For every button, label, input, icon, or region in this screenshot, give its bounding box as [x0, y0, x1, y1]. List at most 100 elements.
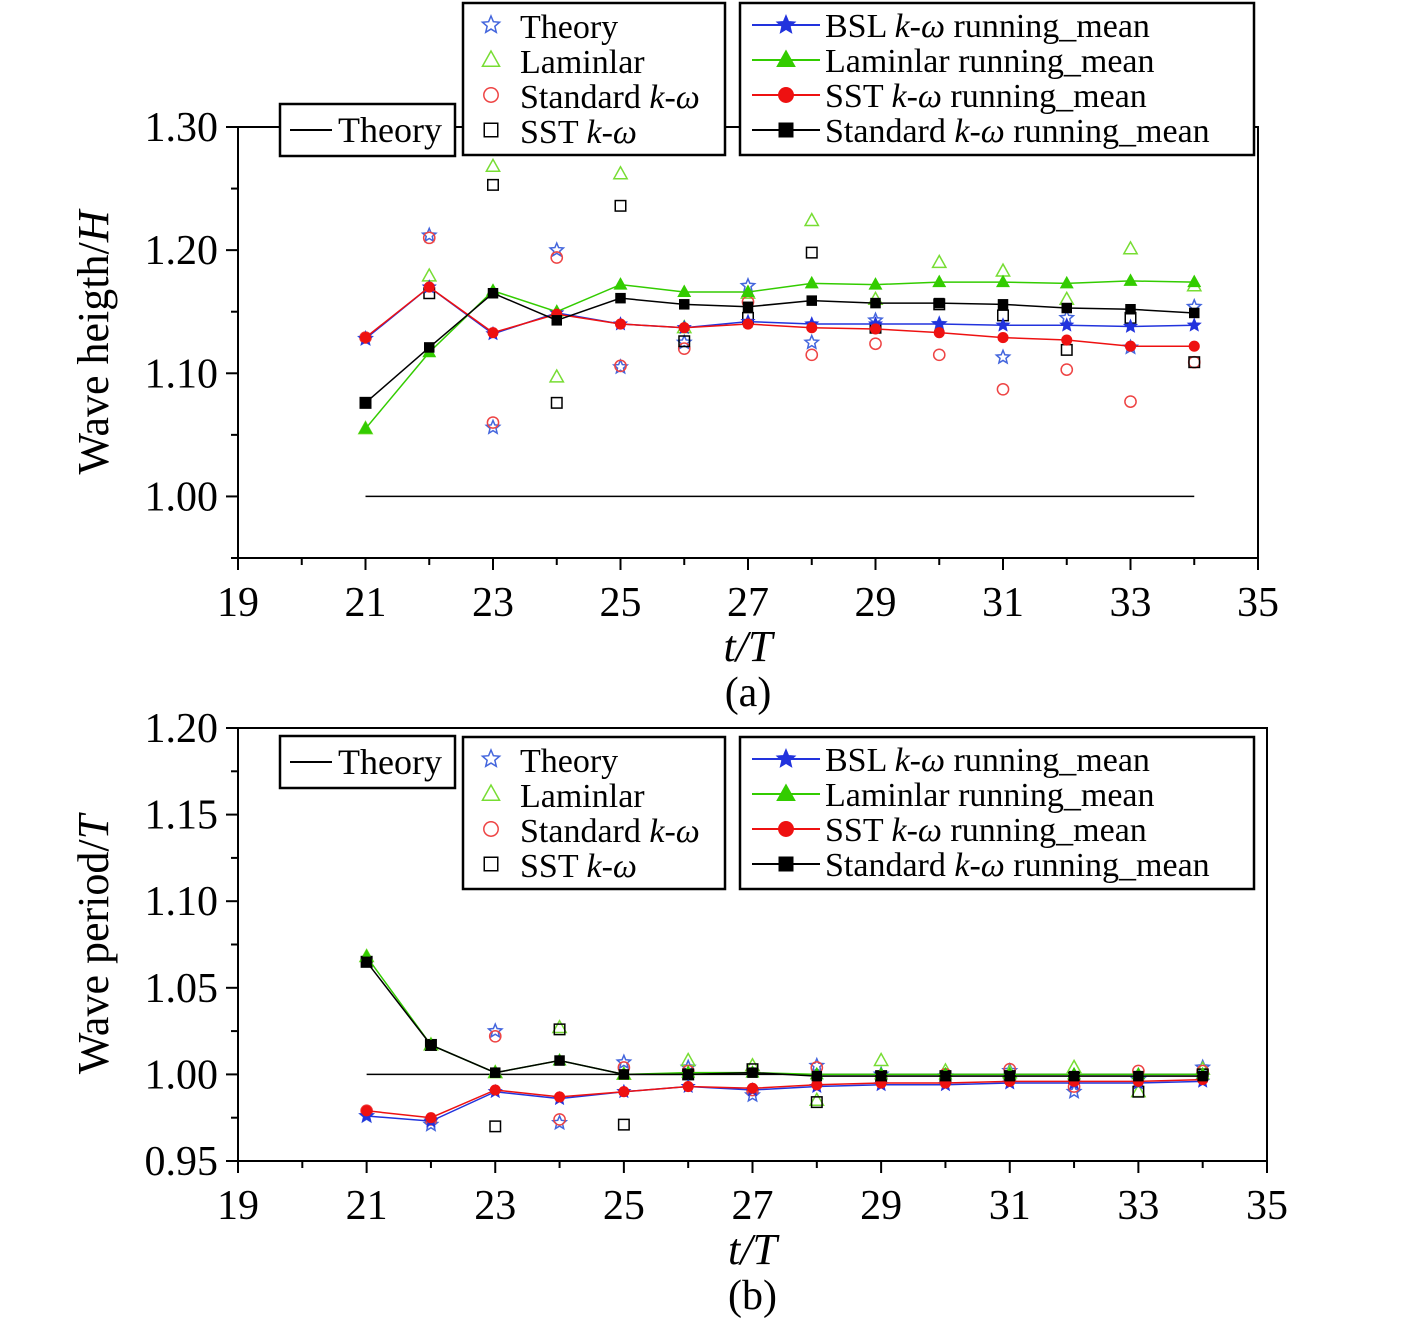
mean-point [359, 332, 372, 344]
mean-point [1004, 1070, 1015, 1082]
points-series-0 [358, 1022, 1212, 1132]
data-point [489, 1120, 502, 1133]
legend-label-post: running_mean [1005, 847, 1210, 884]
legend-label: Laminlar running_mean [825, 43, 1155, 80]
data-point [614, 199, 627, 212]
legend-marker [775, 748, 797, 768]
mean-point [424, 342, 435, 353]
mean-point [870, 297, 881, 309]
legend-marker [778, 856, 794, 872]
mean-point [361, 1105, 373, 1117]
mean-series-3 [360, 287, 1200, 409]
mean-point [747, 1067, 758, 1078]
mean-point [1061, 302, 1072, 314]
points-series-3 [359, 178, 1201, 409]
mean-point [811, 1070, 823, 1082]
x-tick-label: 33 [1117, 1183, 1159, 1229]
legend-label-pre: Standard [825, 847, 954, 884]
legend-label: Standard k-ω running_mean [825, 113, 1210, 150]
mean-point [875, 1070, 887, 1082]
mean-point [1061, 334, 1073, 346]
y-tick-label: 1.20 [145, 228, 219, 274]
mean-line [366, 1078, 1203, 1119]
data-point [617, 1118, 630, 1131]
legend-label: Standard k-ω [520, 79, 700, 116]
mean-point [931, 316, 947, 331]
mean-series-2 [361, 1074, 1209, 1124]
legend-marker [775, 14, 797, 34]
x-tick-label: 29 [855, 580, 897, 626]
mean-point [554, 1055, 565, 1066]
mean-point [682, 1080, 694, 1093]
mean-point [933, 327, 945, 339]
data-point [803, 333, 821, 350]
data-point [994, 348, 1012, 365]
mean-point [613, 277, 628, 290]
legend-label-post: running_mean [942, 812, 1147, 849]
data-point [553, 1023, 566, 1036]
mean-series-0 [357, 279, 1202, 346]
legend-label-italic: k-ω [891, 78, 941, 115]
mean-point [618, 1069, 630, 1080]
mean-point [551, 315, 562, 326]
legend-label-pre: SST [825, 78, 891, 115]
y-axis-title-symbol: H [69, 208, 118, 243]
mean-point [361, 956, 372, 968]
legend-frame [461, 735, 727, 891]
mean-point [423, 281, 435, 293]
data-point [873, 1052, 890, 1067]
mean-point [806, 322, 818, 334]
x-tick-label: 25 [600, 580, 642, 626]
mean-point [811, 1079, 823, 1091]
data-point [485, 157, 501, 173]
mean-point [682, 1069, 694, 1080]
legend-label-text: Theory [520, 9, 618, 46]
data-point [420, 226, 438, 243]
mean-point [1059, 317, 1075, 332]
legend-marker [480, 748, 502, 768]
data-point [615, 1053, 633, 1070]
data-point [487, 178, 499, 191]
mean-point [1133, 1070, 1144, 1082]
mean-point [997, 332, 1009, 344]
legend-label-text: SST [520, 848, 586, 885]
mean-series-3 [361, 956, 1208, 1082]
mean-point [614, 318, 627, 330]
mean-line [365, 286, 1195, 347]
legend-label-text: Theory [520, 743, 618, 780]
panel-caption: (b) [728, 1273, 777, 1319]
mean-point [934, 297, 945, 309]
mean-point [489, 1084, 501, 1096]
data-point [550, 251, 564, 264]
legend-label-pre: Standard [825, 113, 954, 150]
y-tick-label: 1.00 [145, 474, 219, 520]
mean-point [804, 275, 819, 289]
data-point [551, 1019, 568, 1034]
legend-label: Laminlar [520, 778, 645, 815]
legend-label-post: running_mean [945, 8, 1150, 45]
x-tick-label: 27 [732, 1183, 774, 1229]
mean-point [490, 1067, 501, 1078]
mean-line [365, 286, 1195, 340]
legend-label: Theory [520, 743, 618, 780]
x-axis-title: t/T [728, 1225, 780, 1274]
legend-label: Theory [338, 110, 442, 150]
mean-point [997, 299, 1009, 310]
x-tick-label: 25 [603, 1183, 645, 1229]
mean-point [742, 301, 754, 313]
data-point [869, 337, 882, 351]
legend-label: SST k-ω [520, 114, 637, 151]
data-point [931, 253, 948, 269]
mean-point [741, 284, 755, 297]
data-point [1122, 240, 1139, 255]
data-point [677, 342, 691, 356]
mean-line [366, 961, 1203, 1077]
legend-marker [776, 783, 796, 802]
mean-point [425, 1112, 437, 1124]
x-tick-label: 35 [1237, 580, 1279, 626]
data-point [548, 368, 565, 383]
